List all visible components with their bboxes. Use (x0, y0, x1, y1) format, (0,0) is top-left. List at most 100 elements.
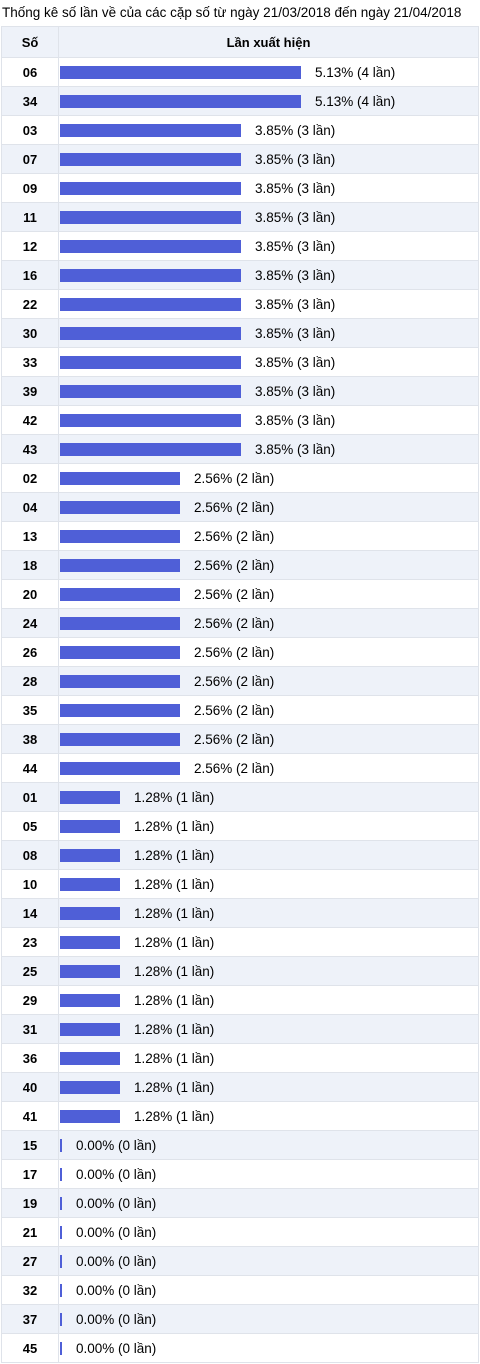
table-body: 06 5.13% (4 lần) 34 5.13% (4 lần) 03 3.85% (3… (1, 57, 479, 1363)
bar-wrap: 1.28% (1 lần) (59, 819, 478, 834)
bar-value-label: 2.56% (2 lần) (194, 528, 275, 544)
bar-wrap: 3.85% (3 lần) (59, 384, 478, 399)
row-number: 23 (1, 927, 59, 957)
table-row: 37 0.00% (0 lần) (1, 1304, 479, 1334)
bar-cell: 2.56% (2 lần) (58, 608, 479, 638)
bar-value-label: 1.28% (1 lần) (134, 905, 215, 921)
bar-32 (60, 1283, 62, 1297)
bar-40 (60, 1080, 120, 1094)
bar-value-label: 2.56% (2 lần) (194, 586, 275, 602)
bar-value-label: 2.56% (2 lần) (194, 760, 275, 776)
table-row: 27 0.00% (0 lần) (1, 1246, 479, 1276)
table-row: 17 0.00% (0 lần) (1, 1159, 479, 1189)
bar-cell: 3.85% (3 lần) (58, 144, 479, 174)
table-row: 02 2.56% (2 lần) (1, 463, 479, 493)
bar-value-label: 0.00% (0 lần) (76, 1195, 157, 1211)
table-row: 41 1.28% (1 lần) (1, 1101, 479, 1131)
table-row: 39 3.85% (3 lần) (1, 376, 479, 406)
bar-wrap: 3.85% (3 lần) (59, 239, 478, 254)
bar-05 (60, 819, 120, 833)
row-number: 21 (1, 1217, 59, 1247)
bar-cell: 1.28% (1 lần) (58, 1101, 479, 1131)
bar-value-label: 2.56% (2 lần) (194, 557, 275, 573)
row-number: 29 (1, 985, 59, 1015)
bar-wrap: 1.28% (1 lần) (59, 1022, 478, 1037)
bar-cell: 0.00% (0 lần) (58, 1188, 479, 1218)
bar-30 (60, 326, 241, 340)
bar-cell: 0.00% (0 lần) (58, 1130, 479, 1160)
bar-cell: 2.56% (2 lần) (58, 521, 479, 551)
table-row: 07 3.85% (3 lần) (1, 144, 479, 174)
bar-cell: 3.85% (3 lần) (58, 347, 479, 377)
bar-20 (60, 587, 180, 601)
bar-wrap: 0.00% (0 lần) (59, 1341, 478, 1356)
bar-wrap: 0.00% (0 lần) (59, 1138, 478, 1153)
table-row: 33 3.85% (3 lần) (1, 347, 479, 377)
bar-06 (60, 65, 301, 79)
bar-cell: 1.28% (1 lần) (58, 782, 479, 812)
row-number: 14 (1, 898, 59, 928)
row-number: 05 (1, 811, 59, 841)
row-number: 31 (1, 1014, 59, 1044)
table-row: 20 2.56% (2 lần) (1, 579, 479, 609)
bar-wrap: 0.00% (0 lần) (59, 1312, 478, 1327)
bar-value-label: 1.28% (1 lần) (134, 934, 215, 950)
bar-33 (60, 355, 241, 369)
bar-cell: 0.00% (0 lần) (58, 1217, 479, 1247)
bar-cell: 3.85% (3 lần) (58, 202, 479, 232)
bar-cell: 0.00% (0 lần) (58, 1333, 479, 1363)
bar-wrap: 1.28% (1 lần) (59, 790, 478, 805)
table-row: 28 2.56% (2 lần) (1, 666, 479, 696)
table-row: 13 2.56% (2 lần) (1, 521, 479, 551)
bar-value-label: 1.28% (1 lần) (134, 847, 215, 863)
bar-value-label: 3.85% (3 lần) (255, 209, 336, 225)
row-number: 25 (1, 956, 59, 986)
bar-cell: 2.56% (2 lần) (58, 753, 479, 783)
bar-wrap: 2.56% (2 lần) (59, 732, 478, 747)
bar-wrap: 3.85% (3 lần) (59, 297, 478, 312)
row-number: 27 (1, 1246, 59, 1276)
table-row: 31 1.28% (1 lần) (1, 1014, 479, 1044)
bar-value-label: 2.56% (2 lần) (194, 644, 275, 660)
bar-wrap: 3.85% (3 lần) (59, 210, 478, 225)
table-row: 15 0.00% (0 lần) (1, 1130, 479, 1160)
bar-value-label: 3.85% (3 lần) (255, 441, 336, 457)
bar-cell: 3.85% (3 lần) (58, 434, 479, 464)
bar-21 (60, 1225, 62, 1239)
bar-wrap: 1.28% (1 lần) (59, 848, 478, 863)
bar-value-label: 3.85% (3 lần) (255, 267, 336, 283)
row-number: 37 (1, 1304, 59, 1334)
bar-07 (60, 152, 241, 166)
table-row: 30 3.85% (3 lần) (1, 318, 479, 348)
table-row: 24 2.56% (2 lần) (1, 608, 479, 638)
bar-value-label: 1.28% (1 lần) (134, 1021, 215, 1037)
bar-cell: 1.28% (1 lần) (58, 811, 479, 841)
bar-cell: 0.00% (0 lần) (58, 1275, 479, 1305)
bar-cell: 3.85% (3 lần) (58, 115, 479, 145)
bar-03 (60, 123, 241, 137)
table-row: 22 3.85% (3 lần) (1, 289, 479, 319)
bar-wrap: 1.28% (1 lần) (59, 1109, 478, 1124)
table-row: 45 0.00% (0 lần) (1, 1333, 479, 1363)
bar-cell: 0.00% (0 lần) (58, 1159, 479, 1189)
bar-cell: 1.28% (1 lần) (58, 1043, 479, 1073)
row-number: 18 (1, 550, 59, 580)
table-row: 29 1.28% (1 lần) (1, 985, 479, 1015)
bar-wrap: 3.85% (3 lần) (59, 152, 478, 167)
row-number: 36 (1, 1043, 59, 1073)
bar-cell: 3.85% (3 lần) (58, 260, 479, 290)
bar-value-label: 1.28% (1 lần) (134, 876, 215, 892)
bar-28 (60, 674, 180, 688)
bar-value-label: 1.28% (1 lần) (134, 818, 215, 834)
bar-cell: 0.00% (0 lần) (58, 1246, 479, 1276)
bar-value-label: 0.00% (0 lần) (76, 1340, 157, 1356)
bar-cell: 1.28% (1 lần) (58, 956, 479, 986)
bar-cell: 1.28% (1 lần) (58, 1072, 479, 1102)
bar-cell: 5.13% (4 lần) (58, 57, 479, 87)
bar-36 (60, 1051, 120, 1065)
table-row: 10 1.28% (1 lần) (1, 869, 479, 899)
row-number: 22 (1, 289, 59, 319)
row-number: 10 (1, 869, 59, 899)
row-number: 08 (1, 840, 59, 870)
bar-18 (60, 558, 180, 572)
